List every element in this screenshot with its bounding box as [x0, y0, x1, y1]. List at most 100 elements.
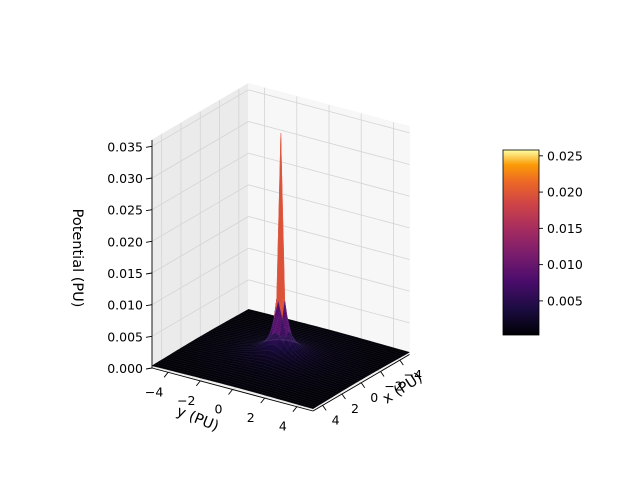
z-tick-label: 0.025: [107, 203, 143, 218]
grid-line: [248, 152, 410, 197]
z-tick-mark: [145, 304, 153, 307]
x-tick-mark: [322, 405, 327, 411]
surface-wire: [207, 332, 369, 376]
surface-wire: [185, 345, 347, 389]
z-tick-mark: [145, 209, 153, 212]
grid-line: [151, 152, 249, 211]
y-tick-mark: [292, 406, 298, 412]
y-tick-mark: [163, 372, 169, 378]
surface-wire: [180, 347, 342, 392]
z-tick-label: 0.010: [107, 298, 143, 313]
colorbar-ticks: 0.005 0.010 0.015 0.020 0.025: [539, 148, 583, 308]
colorbar-tick-label: 0.025: [547, 148, 583, 163]
x-tick-label: −2: [384, 378, 402, 393]
surface-wire: [195, 332, 357, 383]
surface-wire: [221, 323, 384, 368]
x-tick-label: 2: [351, 401, 359, 416]
x-tick-label: −4: [404, 367, 422, 382]
colorbar-tick-label: 0.005: [547, 293, 583, 308]
z-tick-mark: [145, 335, 153, 338]
grid-line: [248, 121, 410, 165]
surface-wire: [188, 343, 350, 387]
surface-wire: [159, 361, 321, 405]
surface-wire: [231, 318, 393, 362]
surface-wire: [241, 313, 403, 357]
z-axis-ticks: 0.000 0.005 0.010 0.015 0.020 0.025 0.030 0.035: [107, 139, 153, 376]
x-tick-mark: [360, 382, 366, 389]
surface-wire: [197, 301, 359, 382]
surface-wire: [164, 358, 326, 402]
surface-wire: [205, 326, 367, 377]
colorbar-tick-label: 0.015: [547, 221, 583, 236]
surface-wire: [217, 326, 379, 371]
surface-wire: [238, 314, 400, 358]
z-axis-label: Potential (PU): [69, 209, 85, 308]
surface-wire: [209, 330, 371, 375]
x-tick-label: 4: [332, 412, 340, 427]
y-tick-label: 4: [279, 419, 287, 434]
colorbar-tick-label: 0.010: [547, 257, 583, 272]
y-tick-label: 2: [247, 410, 255, 425]
surface-wire: [248, 309, 410, 353]
y-axis-ticks: −4 −2 0 2 4: [145, 372, 298, 434]
z-tick-label: 0.020: [107, 234, 143, 249]
grid-line: [248, 247, 410, 292]
grid-line: [151, 279, 249, 337]
surface-wire: [173, 352, 335, 396]
z-tick-mark: [145, 177, 153, 180]
grid-line: [151, 89, 249, 147]
surface-wire: [154, 364, 316, 408]
grid-line: [248, 184, 410, 229]
z-tick-label: 0.005: [107, 329, 143, 344]
y-tick-label: −2: [177, 393, 195, 408]
surface-wire: [200, 133, 362, 380]
surface-wire: [236, 315, 398, 360]
surface-wire: [168, 355, 330, 399]
y-tick-mark: [195, 380, 201, 387]
colorbar-tick-label: 0.020: [547, 185, 583, 200]
surface-wire: [214, 328, 376, 372]
y-tick-mark: [228, 389, 233, 395]
z-tick-label: 0.035: [107, 139, 143, 154]
colorbar-gradient: [502, 149, 540, 336]
surface-wire: [178, 349, 340, 393]
z-tick-label: 0.030: [107, 171, 143, 186]
surface-face: [308, 405, 316, 410]
surface-wire: [176, 350, 338, 395]
surface-wire: [161, 359, 323, 404]
x-tick-label: 0: [370, 390, 378, 405]
x-tick-mark: [380, 371, 385, 377]
grid-line: [248, 89, 410, 134]
surface-mesh: [151, 133, 411, 410]
surface-wire: [192, 340, 355, 385]
surface-wire: [183, 346, 345, 390]
surface-wire: [229, 319, 391, 364]
z-tick-mark: [145, 145, 153, 148]
y-tick-mark: [260, 397, 266, 404]
grid-line: [248, 216, 410, 260]
surface-wire: [171, 353, 333, 398]
grid-line: [248, 279, 410, 324]
y-tick-label: 0: [215, 402, 223, 417]
surface-wire: [202, 298, 364, 379]
x-axis-ticks: −4−2 024: [322, 359, 422, 427]
surface-wire: [156, 362, 318, 406]
z-tick-mark: [145, 272, 153, 275]
grid-line: [151, 216, 249, 274]
grid-line: [151, 121, 249, 179]
z-tick-mark: [145, 367, 153, 370]
z-tick-label: 0.000: [107, 361, 143, 376]
grid-line: [151, 247, 249, 306]
surface-wire: [166, 356, 328, 401]
surface-wire: [246, 310, 408, 354]
grid-line: [151, 184, 249, 242]
y-tick-label: −4: [145, 384, 163, 399]
surface-wire: [224, 322, 386, 366]
surface-wire: [243, 311, 405, 356]
surface-wire: [219, 325, 381, 369]
x-tick-mark: [341, 393, 346, 400]
colorbar: 0.005 0.010 0.015 0.020 0.025: [502, 148, 583, 336]
z-tick-label: 0.015: [107, 266, 143, 281]
surface-wire: [151, 365, 314, 409]
surface-wire: [226, 321, 388, 365]
